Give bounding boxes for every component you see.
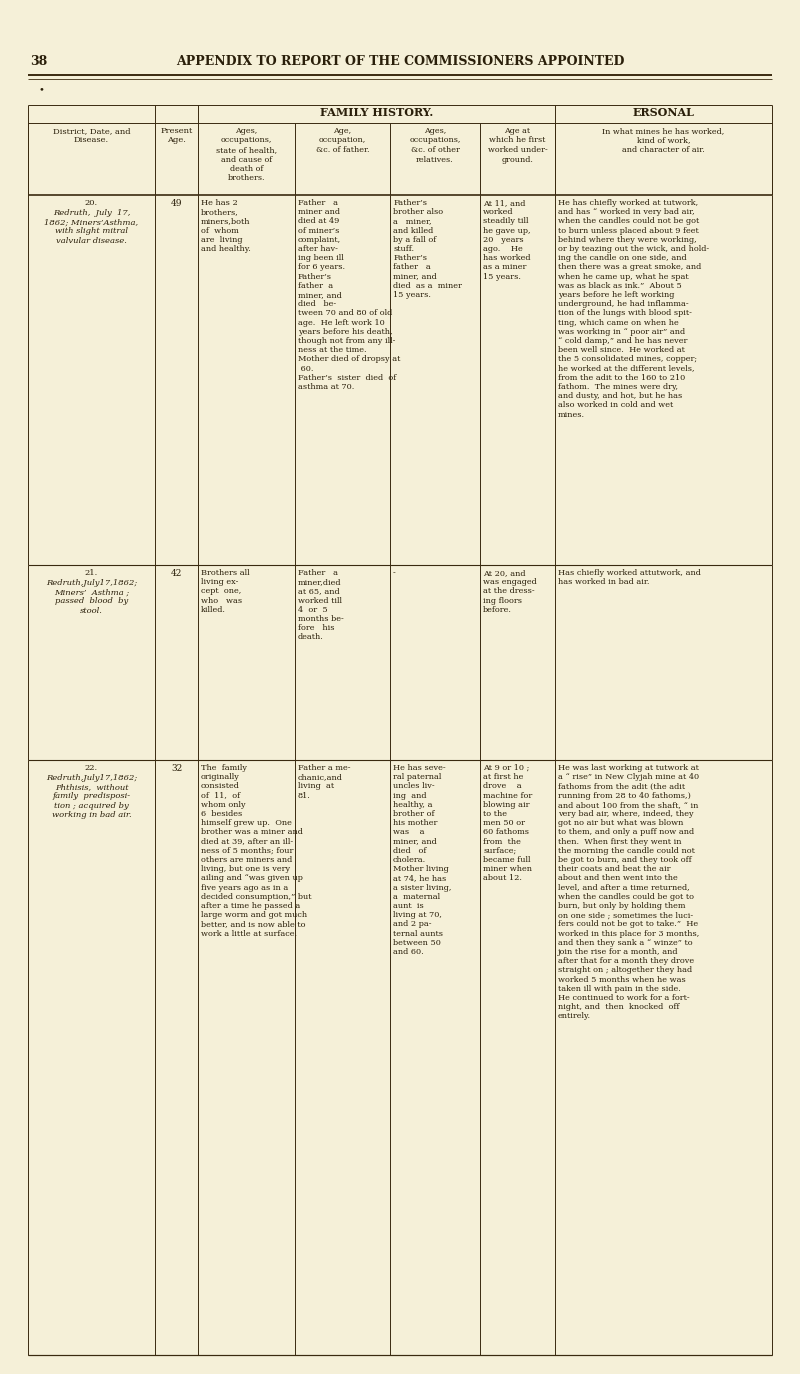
Text: Has chiefly worked attutwork, and
has worked in bad air.: Has chiefly worked attutwork, and has wo…	[558, 569, 701, 587]
Text: 38: 38	[30, 55, 47, 67]
Text: In what mines he has worked,
kind of work,
and character of air.: In what mines he has worked, kind of wor…	[602, 126, 725, 154]
Text: Age at
which he first
worked under-
ground.: Age at which he first worked under- grou…	[488, 126, 547, 164]
Text: Father   a
miner,died
at 65, and
worked till
4  or  5
months be-
fore   his
deat: Father a miner,died at 65, and worked ti…	[298, 569, 344, 642]
Text: Ages,
occupations,
&c. of other
relatives.: Ages, occupations, &c. of other relative…	[410, 126, 461, 164]
Text: ERSONAL: ERSONAL	[633, 107, 694, 118]
Text: Redruth,July17,1862;
Miners’  Asthma ;
passed  blood  by
stool.: Redruth,July17,1862; Miners’ Asthma ; pa…	[46, 578, 137, 614]
Text: He has 2
brothers,
miners,both
of  whom
are  living
and healthy.: He has 2 brothers, miners,both of whom a…	[201, 199, 251, 253]
Text: He has seve-
ral paternal
uncles liv-
ing  and
healthy, a
brother of
his mother
: He has seve- ral paternal uncles liv- in…	[393, 764, 451, 956]
Text: The  family
originally
consisted
of  11,  of
whom only
6  besides
himself grew u: The family originally consisted of 11, o…	[201, 764, 311, 937]
Text: Brothers all
living ex-
cept  one,
who   was
killed.: Brothers all living ex- cept one, who wa…	[201, 569, 250, 614]
Text: •: •	[38, 85, 44, 93]
Text: -: -	[393, 569, 396, 577]
Text: District, Date, and
Disease.: District, Date, and Disease.	[53, 126, 130, 144]
Text: He was last working at tutwork at
a “ rise” in New Clyjah mine at 40
fathoms fro: He was last working at tutwork at a “ ri…	[558, 764, 699, 1021]
Text: Father’s
brother also
a   miner,
and killed
by a fall of
stuff.
Father’s
father : Father’s brother also a miner, and kille…	[393, 199, 462, 300]
Text: Present
Age.: Present Age.	[160, 126, 193, 144]
Text: 21.: 21.	[85, 569, 98, 577]
Text: At 9 or 10 ;
at first he
drove    a
machine for
blowing air
to the
men 50 or
60 : At 9 or 10 ; at first he drove a machine…	[483, 764, 532, 882]
Text: 49: 49	[170, 199, 182, 207]
Text: Ages,
occupations,
state of health,
and cause of
death of
brothers.: Ages, occupations, state of health, and …	[216, 126, 277, 183]
Text: He has chiefly worked at tutwork,
and has “ worked in very bad air,
when the can: He has chiefly worked at tutwork, and ha…	[558, 199, 709, 419]
Text: At 20, and
was engaged
at the dress-
ing floors
before.: At 20, and was engaged at the dress- ing…	[483, 569, 537, 614]
Text: FAMILY HISTORY.: FAMILY HISTORY.	[320, 107, 433, 118]
Text: APPENDIX TO REPORT OF THE COMMISSIONERS APPOINTED: APPENDIX TO REPORT OF THE COMMISSIONERS …	[176, 55, 624, 67]
Text: 42: 42	[171, 569, 182, 578]
Text: 20.: 20.	[85, 199, 98, 207]
Text: Father   a
miner and
died at 49
of miner’s
complaint,
after hav-
ing been ill
fo: Father a miner and died at 49 of miner’s…	[298, 199, 400, 392]
Text: 22.: 22.	[85, 764, 98, 772]
Text: Redruth,July17,1862;
Phthisis,  without
family  predisposi-
tion ; acquired by
w: Redruth,July17,1862; Phthisis, without f…	[46, 774, 137, 819]
Text: At 11, and
worked
steadily till
he gave up,
20   years
ago.    He
has worked
as : At 11, and worked steadily till he gave …	[483, 199, 530, 280]
Text: Father a me-
chanic,and
living  at
81.: Father a me- chanic,and living at 81.	[298, 764, 350, 800]
Text: 32: 32	[171, 764, 182, 774]
Text: Age,
occupation,
&c. of father.: Age, occupation, &c. of father.	[316, 126, 370, 154]
Text: Redruth,  July  17,
1862; Miners’Asthma,
with slight mitral
valvular disease.: Redruth, July 17, 1862; Miners’Asthma, w…	[45, 209, 138, 245]
